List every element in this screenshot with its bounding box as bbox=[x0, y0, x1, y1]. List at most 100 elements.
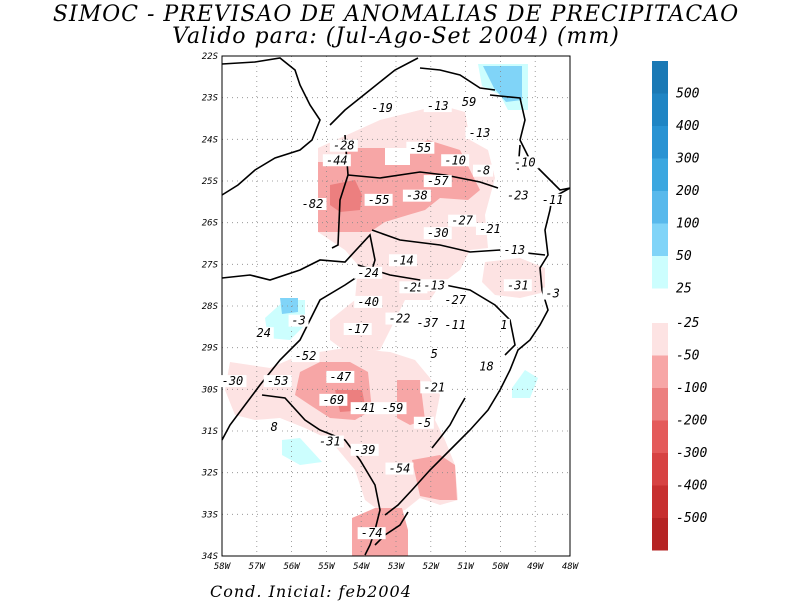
value-label-bg bbox=[497, 318, 510, 331]
colorbar-swatch-negative bbox=[652, 388, 668, 421]
colorbar-label: 100 bbox=[676, 217, 700, 232]
value-label-bg bbox=[423, 175, 452, 188]
colorbar-swatch-negative bbox=[652, 323, 668, 356]
lon-tick-label: 51W bbox=[457, 562, 475, 572]
value-label: -41 bbox=[354, 401, 376, 415]
lat-tick-label: 28S bbox=[202, 302, 219, 312]
value-label-bg bbox=[542, 287, 563, 300]
value-label-bg bbox=[378, 402, 407, 415]
value-label-bg bbox=[364, 193, 393, 206]
lon-tick-label: 48W bbox=[562, 562, 580, 572]
value-label-bg bbox=[315, 435, 344, 448]
value-label: 24 bbox=[257, 326, 271, 340]
value-label-bg bbox=[413, 316, 442, 329]
value-label-bg bbox=[322, 154, 351, 167]
value-label-bg bbox=[218, 375, 247, 388]
lat-tick-label: 27S bbox=[202, 260, 219, 270]
colorbar-swatch-negative bbox=[652, 420, 668, 453]
colorbar-swatch-positive bbox=[652, 256, 668, 289]
value-label-bg bbox=[465, 127, 494, 140]
value-label: -69 bbox=[323, 393, 345, 407]
value-label-bg bbox=[510, 156, 539, 169]
lat-tick-label: 32S bbox=[201, 469, 219, 479]
value-label-bg bbox=[503, 279, 532, 292]
value-label: -37 bbox=[416, 316, 438, 330]
value-label-bg bbox=[475, 223, 504, 235]
value-label-bg bbox=[291, 350, 320, 363]
value-label-bg bbox=[503, 189, 532, 202]
value-label-bg bbox=[326, 370, 355, 383]
value-label: -31 bbox=[319, 435, 341, 449]
value-label-bg bbox=[459, 95, 480, 108]
lat-tick-label: 29S bbox=[202, 344, 219, 354]
map-subtitle: Valido para: (Jul-Ago-Set 2004) (mm) bbox=[172, 24, 620, 49]
value-label: -30 bbox=[427, 226, 449, 240]
lat-tick-label: 22S bbox=[202, 52, 219, 62]
value-label-bg bbox=[538, 193, 567, 206]
value-label: -22 bbox=[389, 312, 411, 326]
lat-tick-label: 33S bbox=[201, 510, 219, 520]
value-label: -25 bbox=[403, 280, 425, 294]
lat-tick-label: 30S bbox=[201, 385, 219, 395]
shade-pos50-west bbox=[280, 298, 298, 314]
colorbar-swatch-negative bbox=[652, 518, 668, 551]
value-label-bg bbox=[298, 198, 327, 210]
value-label: 5 bbox=[431, 347, 438, 361]
colorbar-label: -100 bbox=[676, 381, 707, 396]
value-label-bg bbox=[385, 312, 414, 325]
colorbar-swatch-positive bbox=[652, 223, 668, 256]
value-label-bg bbox=[368, 102, 397, 115]
value-label-bg bbox=[423, 100, 452, 113]
value-label: -13 bbox=[423, 278, 445, 292]
value-label-bg bbox=[329, 139, 358, 152]
value-label: -10 bbox=[514, 155, 536, 169]
value-label-bg bbox=[476, 360, 497, 373]
value-label: -38 bbox=[406, 189, 428, 203]
colorbar-swatch-positive bbox=[652, 61, 668, 94]
value-label: -14 bbox=[392, 253, 414, 267]
value-label-bg bbox=[500, 243, 529, 256]
uruguay-line2 bbox=[374, 511, 409, 546]
value-label: -21 bbox=[423, 380, 445, 394]
value-label: -3 bbox=[291, 314, 305, 328]
value-label: -40 bbox=[357, 295, 379, 309]
value-label: -31 bbox=[507, 278, 529, 292]
value-label: -82 bbox=[302, 197, 324, 211]
value-label: 18 bbox=[479, 360, 493, 374]
value-label: -53 bbox=[267, 374, 289, 388]
value-label: -21 bbox=[479, 222, 501, 236]
colorbar-label: 300 bbox=[675, 152, 700, 167]
value-label: -74 bbox=[361, 526, 383, 540]
value-label: -8 bbox=[476, 164, 490, 178]
lat-tick-label: 25S bbox=[202, 177, 219, 187]
colorbar-label: -400 bbox=[676, 479, 707, 494]
colorbar-label: 200 bbox=[676, 184, 700, 199]
shade-neg50-south3 bbox=[412, 455, 457, 500]
lat-tick-label: 26S bbox=[202, 219, 219, 229]
shade-pos50-ne bbox=[483, 66, 522, 102]
lon-tick-label: 50W bbox=[492, 562, 510, 572]
value-label-bg bbox=[448, 214, 477, 227]
value-label: -54 bbox=[389, 462, 411, 476]
value-label-bg bbox=[402, 189, 431, 202]
colorbar-swatch-positive bbox=[652, 191, 668, 224]
value-label: -5 bbox=[417, 416, 431, 430]
value-label: 8 bbox=[271, 420, 278, 434]
shade-neg100-north bbox=[330, 180, 362, 212]
value-label: -13 bbox=[469, 126, 491, 140]
colorbar-swatch-positive bbox=[652, 93, 668, 126]
lat-tick-label: 31S bbox=[201, 427, 219, 437]
value-label-bg bbox=[357, 527, 386, 540]
value-label-bg bbox=[350, 402, 379, 415]
value-label-bg bbox=[288, 314, 309, 327]
value-label-bg bbox=[319, 393, 348, 406]
value-label-bg bbox=[441, 293, 470, 306]
lat-tick-label: 24S bbox=[202, 135, 219, 145]
sc-rs-line bbox=[357, 264, 516, 356]
value-label: -47 bbox=[329, 370, 351, 384]
value-label-bg bbox=[354, 295, 383, 308]
colorbar-label: -50 bbox=[676, 349, 700, 364]
value-label-bg bbox=[385, 462, 414, 475]
value-label-bg bbox=[428, 348, 441, 360]
footer-initial-condition: Cond. Inicial: feb2004 bbox=[210, 582, 412, 601]
